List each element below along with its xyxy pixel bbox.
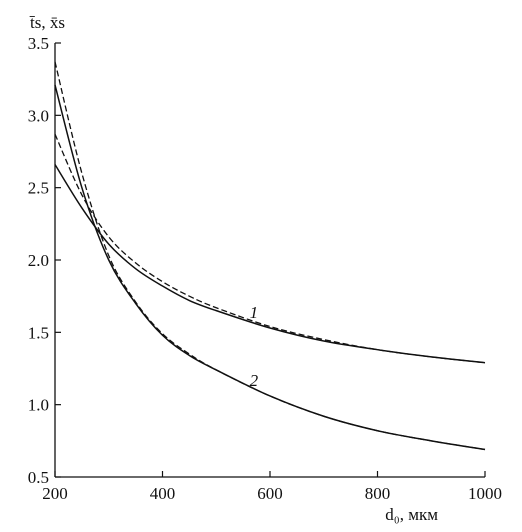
- y-ticks: 0.5 1.0 1.5 2.0 2.5 3.0 3.5: [28, 34, 61, 487]
- x-axis-title-text: d₀, мкм: [385, 505, 438, 524]
- x-tick-label: 400: [150, 484, 176, 503]
- x-tick-label: 200: [42, 484, 68, 503]
- x-tick-label: 600: [257, 484, 283, 503]
- curve-label: 1: [250, 303, 259, 322]
- y-tick-label: 1.5: [28, 323, 49, 342]
- y-tick-label: 1.0: [28, 396, 49, 415]
- series-line-2-solid: [54, 84, 486, 451]
- y-tick-label: 2.0: [28, 251, 49, 270]
- x-tick-label: 1000: [468, 484, 502, 503]
- y-tick-label: 0.5: [28, 468, 49, 487]
- x-axis-title: d₀, мкм: [385, 505, 438, 524]
- y-axis-title: t̄s, x̄s: [29, 13, 65, 32]
- curve-labels: 12: [250, 303, 259, 390]
- y-tick-label: 3.5: [28, 34, 49, 53]
- y-tick-label: 2.5: [28, 179, 49, 198]
- curve-label: 2: [250, 371, 259, 390]
- series-line-2-dashed: [54, 61, 486, 451]
- x-tick-label: 800: [365, 484, 391, 503]
- series-group: [54, 61, 486, 451]
- axes: [54, 43, 485, 478]
- x-ticks: 200 400 600 800 1000: [42, 471, 502, 503]
- series-line-1-solid: [54, 164, 486, 364]
- y-axis-title-text: t̄s, x̄s: [29, 13, 65, 32]
- y-tick-label: 3.0: [28, 106, 49, 125]
- series-line-1-dashed: [54, 133, 486, 364]
